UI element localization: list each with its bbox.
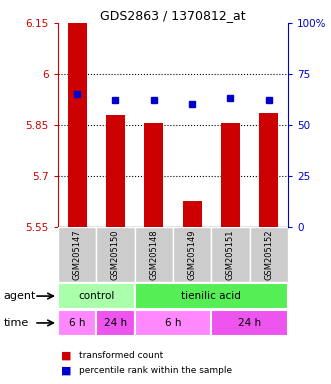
Text: agent: agent — [3, 291, 36, 301]
Text: control: control — [78, 291, 115, 301]
Bar — [96, 227, 135, 282]
Text: time: time — [3, 318, 28, 328]
Text: 6 h: 6 h — [69, 318, 85, 328]
Text: transformed count: transformed count — [79, 351, 164, 360]
Bar — [211, 227, 250, 282]
Bar — [211, 310, 288, 336]
Text: percentile rank within the sample: percentile rank within the sample — [79, 366, 233, 375]
Bar — [250, 227, 288, 282]
Bar — [96, 310, 135, 336]
Bar — [182, 201, 202, 227]
Bar — [135, 310, 211, 336]
Text: GSM205148: GSM205148 — [149, 229, 158, 280]
Text: 6 h: 6 h — [165, 318, 181, 328]
Bar — [173, 227, 211, 282]
Text: ■: ■ — [61, 366, 72, 376]
Text: GSM205147: GSM205147 — [72, 229, 82, 280]
Bar — [135, 227, 173, 282]
Bar — [68, 23, 87, 227]
Bar — [106, 115, 125, 227]
Text: 24 h: 24 h — [104, 318, 127, 328]
Bar — [259, 113, 278, 227]
Title: GDS2863 / 1370812_at: GDS2863 / 1370812_at — [100, 9, 246, 22]
Text: GSM205151: GSM205151 — [226, 229, 235, 280]
Bar — [144, 123, 164, 227]
Bar — [221, 123, 240, 227]
Text: GSM205149: GSM205149 — [188, 229, 197, 280]
Text: tienilic acid: tienilic acid — [181, 291, 241, 301]
Text: 24 h: 24 h — [238, 318, 261, 328]
Bar — [58, 227, 96, 282]
Text: GSM205150: GSM205150 — [111, 229, 120, 280]
Bar — [135, 283, 288, 309]
Text: GSM205152: GSM205152 — [264, 229, 273, 280]
Bar — [58, 310, 96, 336]
Bar — [58, 283, 135, 309]
Text: ■: ■ — [61, 350, 72, 360]
